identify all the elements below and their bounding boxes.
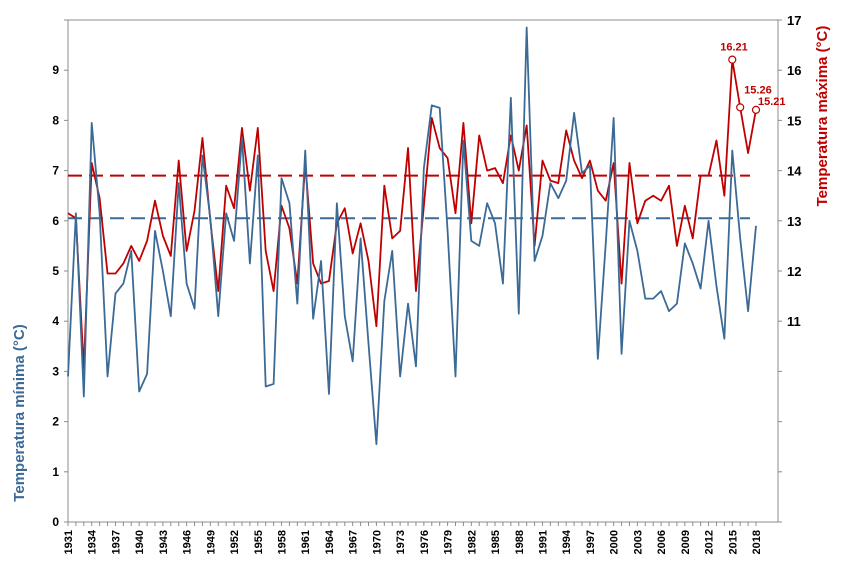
x-tick-label: 2015 [727, 530, 739, 554]
x-tick-label: 1958 [277, 530, 289, 554]
x-tick-label: 1967 [348, 530, 360, 554]
x-axis-ticks: 1931 1934 1937 1940 1943 1946 1949 1952 1955 1958… [63, 522, 763, 554]
right-tick-label: 17 [787, 13, 801, 28]
right-axis-ticks: 11 12 13 14 15 16 17 [778, 13, 802, 523]
min-temp-line [67, 26, 757, 446]
right-axis-title: Temperatura máxima (°C) [814, 26, 831, 207]
right-tick-label: 15 [787, 113, 801, 128]
max-temp-line [67, 58, 757, 370]
right-tick-label: 11 [787, 314, 801, 329]
left-tick-label: 1 [52, 465, 59, 479]
x-tick-label: 1952 [229, 530, 241, 554]
x-tick-label: 1964 [324, 529, 336, 554]
left-tick-label: 6 [52, 214, 59, 228]
x-tick-label: 1991 [537, 530, 549, 554]
left-tick-label: 4 [52, 314, 59, 328]
annotation-marker [736, 103, 745, 112]
x-tick-label: 2012 [704, 530, 716, 554]
series-layer [67, 26, 757, 446]
x-tick-label: 2000 [609, 530, 621, 554]
x-tick-label: 2003 [632, 530, 644, 554]
x-tick-label: 1988 [514, 530, 526, 554]
x-tick-label: 1979 [443, 530, 455, 554]
left-tick-label: 7 [52, 164, 59, 178]
x-tick-label: 1994 [561, 529, 573, 554]
x-tick-label: 2009 [680, 530, 692, 554]
left-tick-label: 5 [52, 264, 59, 278]
x-tick-label: 1976 [419, 530, 431, 554]
annotation-marker [751, 105, 761, 114]
x-tick-label: 1985 [490, 530, 502, 554]
x-tick-label: 1982 [466, 530, 478, 554]
left-tick-label: 0 [52, 515, 59, 529]
annotation-marker [728, 55, 737, 64]
left-axis-ticks: 0 1 2 3 4 5 6 7 8 9 [52, 19, 68, 529]
x-tick-label: 1946 [182, 530, 194, 554]
x-tick-label: 1961 [300, 530, 312, 554]
right-tick-label: 12 [787, 264, 801, 279]
right-tick-label: 16 [787, 63, 801, 78]
x-tick-label: 2006 [656, 530, 668, 554]
left-tick-label: 3 [52, 364, 59, 378]
annotation-label: 16.21 [720, 42, 748, 54]
x-tick-label: 1949 [205, 530, 217, 554]
x-tick-label: 1970 [371, 530, 383, 554]
x-tick-label: 1934 [87, 529, 99, 554]
x-tick-label: 1937 [110, 530, 122, 554]
x-tick-label: 1940 [134, 530, 146, 554]
left-axis-title: Temperatura mínima (°C) [11, 324, 28, 501]
annotation-label: 15.21 [758, 96, 786, 108]
plot-frame [67, 19, 779, 523]
right-tick-label: 13 [787, 214, 801, 229]
left-tick-label: 8 [52, 113, 59, 127]
annotation-label: 15.26 [744, 84, 772, 96]
x-tick-label: 1943 [158, 530, 170, 554]
left-tick-label: 2 [52, 415, 59, 429]
x-tick-label: 1973 [395, 530, 407, 554]
plot-border [67, 19, 779, 523]
mean-lines [68, 174, 750, 220]
x-tick-label: 1997 [585, 530, 597, 554]
x-tick-label: 2018 [751, 530, 763, 554]
x-tick-label: 1931 [63, 530, 75, 554]
x-tick-label: 1955 [253, 530, 265, 554]
right-tick-label: 14 [787, 164, 802, 179]
left-tick-label: 9 [52, 63, 59, 77]
